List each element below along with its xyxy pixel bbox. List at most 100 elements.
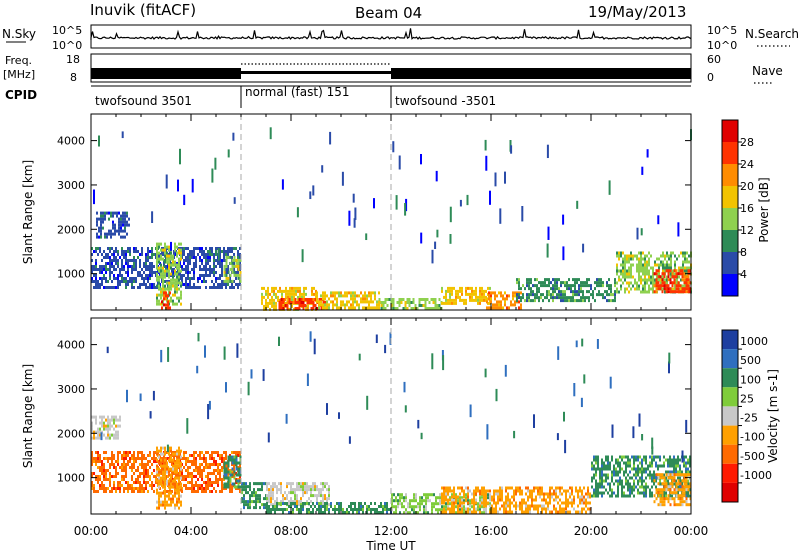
power-data: [91, 127, 692, 311]
velocity-colorbar-cell-7: [722, 463, 738, 483]
x-tick-label-0: 00:00: [74, 524, 109, 538]
power-colorbar-tick-5: 24: [740, 158, 754, 171]
data-region-1: [96, 211, 130, 239]
velocity-colorbar: 1000 500 100 25 -25 -100 -500 -1000 Velocity [m…: [721, 329, 780, 503]
ytick-label-1-2: 3000: [57, 383, 85, 396]
velocity-colorbar-tick-0: 1000: [740, 335, 768, 348]
ytick-label-1-1: 2000: [57, 427, 85, 440]
x-tick-label-5: 20:00: [574, 524, 609, 538]
velocity-panel: 1000 2000 3000 4000 Slant Range [km]: [21, 317, 692, 515]
data-region-10: [486, 291, 522, 310]
velocity-axes: 1000 2000 3000 4000: [57, 318, 692, 514]
ytick-label-0-3: 4000: [57, 135, 85, 148]
power-colorbar-tick-1: 8: [740, 246, 747, 259]
nsky-tick-top: 10^5: [52, 24, 82, 37]
data-region-5: [266, 482, 330, 507]
power-ylabel: Slant Range [km]: [21, 160, 35, 264]
ytick-label-0-1: 2000: [57, 223, 85, 236]
nave-tick-top: 60: [707, 53, 721, 66]
x-tick-label-6: 00:00: [674, 524, 709, 538]
power-colorbar-ticks: 4 8 12 16 20 24 28: [738, 136, 754, 281]
velocity-colorbar-ticks: 1000 500 100 25 -25 -100 -500 -1000: [738, 335, 772, 484]
nsky-label: N.Sky: [2, 27, 36, 41]
ytick-label-1-3: 4000: [57, 339, 85, 352]
data-region-7: [316, 291, 380, 310]
freq-tick-top: 18: [66, 53, 80, 66]
data-region-8: [378, 298, 443, 310]
power-panel: 1000 2000 3000 4000 Slant Range [km]: [21, 113, 692, 311]
x-tick-label-1: 04:00: [174, 524, 209, 538]
power-colorbar-cell-7: [722, 120, 738, 142]
power-colorbar-cells: [722, 120, 738, 296]
power-axes: 1000 2000 3000 4000: [57, 114, 692, 310]
power-colorbar: 4 8 12 16 20 24 28 Power [dB]: [721, 119, 771, 297]
ytick-label-0-0: 1000: [57, 268, 85, 281]
nave-label: Nave: [752, 64, 783, 78]
velocity-colorbar-tick-6: -500: [740, 450, 765, 463]
nave-tick-bottom: 0: [707, 71, 714, 84]
velocity-colorbar-tick-5: -100: [740, 431, 765, 444]
cpid-label: CPID: [5, 88, 37, 102]
x-tick-label-3: 12:00: [374, 524, 409, 538]
power-colorbar-label: Power [dB]: [757, 177, 771, 242]
velocity-colorbar-cell-0: [722, 330, 738, 350]
velocity-colorbar-cell-4: [722, 406, 738, 426]
velocity-colorbar-cell-2: [722, 368, 738, 388]
x-axis-tick-labels: 00:00 04:00 08:00 12:00 16:00 20:00 00:00: [74, 524, 709, 538]
data-region-3: [223, 455, 242, 489]
data-region-8: [441, 486, 591, 514]
ytick-label-1-0: 1000: [57, 472, 85, 485]
freq-tick-bottom: 8: [70, 71, 77, 84]
power-colorbar-tick-0: 4: [740, 268, 747, 281]
velocity-colorbar-tick-2: 100: [740, 373, 761, 386]
velocity-colorbar-cell-5: [722, 425, 738, 445]
x-tick-label-2: 08:00: [274, 524, 309, 538]
ytick-label-0-2: 3000: [57, 179, 85, 192]
power-colorbar-cell-3: [722, 208, 738, 230]
data-region-2: [156, 446, 182, 510]
velocity-colorbar-cell-1: [722, 349, 738, 369]
velocity-colorbar-tick-7: -1000: [740, 469, 772, 482]
power-colorbar-cell-6: [722, 142, 738, 164]
freq-label-line2: [MHz]: [3, 68, 35, 81]
power-colorbar-cell-4: [722, 186, 738, 208]
data-region-13: [653, 269, 692, 294]
velocity-colorbar-tick-1: 500: [740, 354, 761, 367]
power-colorbar-cell-2: [722, 230, 738, 252]
velocity-colorbar-cell-8: [722, 482, 738, 502]
x-axis-label: Time UT: [365, 539, 416, 553]
nsearch-tick-top: 10^5: [707, 24, 737, 37]
power-colorbar-cell-0: [722, 274, 738, 296]
beam-title: Beam 04: [355, 4, 422, 22]
velocity-data: [91, 331, 692, 515]
cpid-segment-1: twofsound 3501: [95, 94, 192, 108]
data-region-1: [91, 415, 121, 440]
data-region-6: [266, 502, 392, 514]
velocity-colorbar-tick-4: -25: [740, 412, 758, 425]
power-colorbar-cell-1: [722, 252, 738, 274]
freq-label-line1: Freq.: [5, 54, 32, 67]
velocity-colorbar-cells: [722, 330, 738, 502]
velocity-colorbar-label: Velocity [m s-1]: [766, 369, 780, 463]
power-colorbar-tick-2: 12: [740, 224, 754, 237]
data-region-11: [516, 278, 616, 303]
x-tick-label-4: 16:00: [474, 524, 509, 538]
cpid-segment-3: twofsound -3501: [395, 94, 496, 108]
nsky-tick-bottom: 10^0: [52, 39, 82, 52]
power-colorbar-cell-5: [722, 164, 738, 186]
power-colorbar-tick-3: 16: [740, 202, 754, 215]
date-title: 19/May/2013: [588, 3, 686, 21]
nsky-line: [90, 28, 692, 41]
velocity-colorbar-cell-3: [722, 387, 738, 407]
station-title: Inuvik (fitACF): [90, 1, 196, 19]
velocity-colorbar-cell-6: [722, 444, 738, 464]
power-colorbar-tick-6: 28: [740, 136, 754, 149]
cpid-bar: CPID twofsound 3501 normal (fast) 151 tw…: [5, 85, 691, 108]
nsky-trace: [90, 28, 692, 41]
velocity-colorbar-tick-3: 25: [740, 392, 754, 405]
nsearch-label: N.Search: [745, 27, 799, 41]
power-colorbar-tick-4: 20: [740, 180, 754, 193]
nsearch-tick-bottom: 10^0: [707, 39, 737, 52]
velocity-ylabel: Slant Range [km]: [21, 364, 35, 468]
